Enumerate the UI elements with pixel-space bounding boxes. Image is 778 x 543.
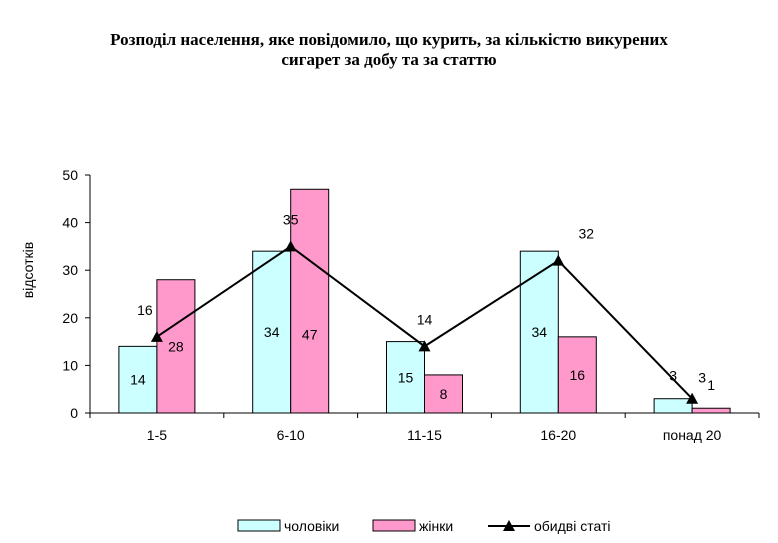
line-value-label: 32 — [579, 226, 595, 242]
bar-value-label: 34 — [264, 324, 280, 340]
bar-value-label: 47 — [302, 327, 318, 343]
bar-value-label: 16 — [570, 367, 586, 383]
legend-label: жінки — [419, 518, 453, 534]
y-tick-label: 10 — [62, 357, 78, 373]
line-value-label: 16 — [137, 302, 153, 318]
line-point — [686, 392, 699, 404]
bar-value-label: 8 — [440, 386, 448, 402]
bar-value-label: 14 — [130, 372, 146, 388]
bar — [386, 341, 425, 414]
line-value-label: 35 — [283, 211, 299, 227]
x-tick-label: 6-10 — [277, 427, 305, 443]
y-tick-label: 20 — [62, 310, 78, 326]
line-point — [150, 330, 163, 342]
line-point — [418, 340, 431, 352]
legend-swatch — [237, 519, 281, 532]
line-value-label: 3 — [698, 370, 706, 386]
bar — [691, 407, 731, 414]
legend-label: обидві статі — [534, 518, 611, 534]
bar — [424, 374, 463, 414]
bar — [653, 398, 693, 414]
bar — [519, 250, 559, 414]
bar — [252, 250, 292, 414]
y-tick-label: 30 — [62, 262, 78, 278]
bar-value-label: 1 — [707, 377, 715, 393]
x-tick-label: 16-20 — [540, 427, 576, 443]
line-value-label: 14 — [417, 311, 433, 327]
line-point — [284, 240, 297, 252]
chart-title-line-2: сигарет за добу та за статтю — [281, 50, 497, 69]
bar — [156, 279, 196, 414]
bar-value-label: 3 — [669, 368, 677, 384]
legend-marker — [503, 520, 515, 531]
chart-title-line-1: Розподіл населення, яке повідомило, що к… — [110, 30, 668, 49]
bar — [557, 336, 597, 414]
x-tick-label: 1-5 — [147, 427, 167, 443]
bar — [290, 188, 330, 414]
legend-swatch — [372, 519, 416, 532]
y-tick-label: 50 — [62, 167, 78, 183]
y-tick-label: 0 — [70, 405, 78, 421]
y-tick-label: 40 — [62, 215, 78, 231]
bar-value-label: 28 — [168, 338, 184, 354]
bar-value-label: 34 — [532, 324, 548, 340]
x-tick-label: понад 20 — [663, 427, 722, 443]
line-point — [552, 254, 565, 266]
legend-label: чоловіки — [284, 518, 339, 534]
bar — [118, 345, 158, 414]
x-tick-label: 11-15 — [407, 427, 442, 443]
y-axis-label: відсотків — [20, 242, 36, 298]
bar-value-label: 15 — [398, 369, 414, 385]
